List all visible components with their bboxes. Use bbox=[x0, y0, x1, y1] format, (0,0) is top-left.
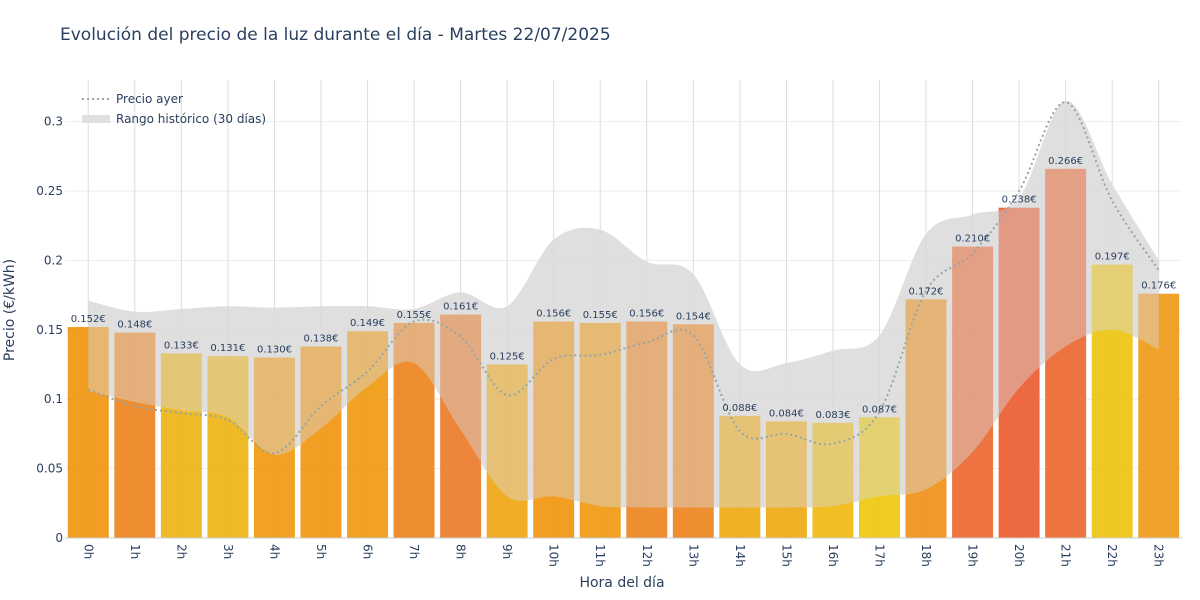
chart-title: Evolución del precio de la luz durante e… bbox=[60, 25, 611, 45]
bar-10h[interactable] bbox=[533, 321, 575, 538]
bar-2h[interactable] bbox=[160, 353, 202, 538]
bar-value-label: 0.156€ bbox=[536, 308, 571, 319]
x-tick-label: 15h bbox=[779, 544, 793, 567]
bar-value-label: 0.210€ bbox=[955, 234, 990, 245]
bar-11h[interactable] bbox=[579, 322, 621, 538]
bar-17h[interactable] bbox=[859, 417, 900, 538]
bar-value-label: 0.266€ bbox=[1048, 156, 1083, 167]
bar-value-label: 0.238€ bbox=[1002, 195, 1037, 206]
historical-range-overlay bbox=[88, 100, 1159, 508]
yesterday-price-line bbox=[87, 100, 1160, 508]
bar-0h[interactable] bbox=[67, 327, 109, 538]
x-tick-label: 9h bbox=[500, 544, 514, 559]
bar-16h[interactable] bbox=[812, 422, 854, 538]
bar-value-label: 0.152€ bbox=[71, 314, 106, 325]
historical-range-area bbox=[88, 100, 1159, 508]
bar-value-label: 0.130€ bbox=[257, 345, 292, 356]
bar-value-label: 0.161€ bbox=[443, 302, 478, 313]
x-tick-label: 6h bbox=[361, 544, 375, 559]
bar-value-label: 0.125€ bbox=[490, 352, 525, 363]
x-tick-label: 23h bbox=[1152, 544, 1166, 567]
y-tick-label: 0.15 bbox=[36, 323, 63, 337]
x-tick-label: 1h bbox=[128, 544, 142, 559]
bar-22h[interactable] bbox=[1091, 264, 1133, 538]
x-tick-label: 14h bbox=[733, 544, 747, 567]
bar-21h[interactable] bbox=[1045, 168, 1087, 538]
y-tick-label: 0.2 bbox=[44, 253, 63, 267]
bar-5h[interactable] bbox=[300, 346, 342, 538]
legend-label-precio-ayer: Precio ayer bbox=[116, 92, 183, 106]
x-tick-label: 21h bbox=[1059, 544, 1073, 567]
x-tick-label: 2h bbox=[174, 544, 188, 559]
x-tick-label: 17h bbox=[872, 544, 886, 567]
x-tick-label: 18h bbox=[919, 544, 933, 567]
bar-value-label: 0.084€ bbox=[769, 408, 804, 419]
bar-value-label: 0.172€ bbox=[909, 286, 944, 297]
bar-value-label: 0.155€ bbox=[583, 310, 618, 321]
x-tick-label: 10h bbox=[547, 544, 561, 567]
y-axis-title: Precio (€/kWh) bbox=[2, 259, 18, 361]
x-tick-label: 3h bbox=[221, 544, 235, 559]
axes-layer: 0 0.05 0.1 0.15 0.2 0.25 0.3 0h 1h 2h 3h 4h 5h 6h 7h 8h… bbox=[36, 115, 1182, 567]
x-tick-label: 8h bbox=[454, 544, 468, 559]
bar-labels-layer: 0.152€ 0.148€ 0.133€ 0.131€ 0.130€ 0.138€ 0.14… bbox=[71, 156, 1176, 421]
y-tick-label: 0.25 bbox=[36, 184, 63, 198]
x-tick-label: 11h bbox=[593, 544, 607, 567]
bar-value-label: 0.154€ bbox=[676, 311, 711, 322]
bar-value-label: 0.083€ bbox=[815, 410, 850, 421]
bar-19h[interactable] bbox=[952, 246, 994, 538]
bar-value-label: 0.087€ bbox=[862, 404, 897, 415]
x-tick-label: 19h bbox=[966, 544, 980, 567]
bar-value-label: 0.133€ bbox=[164, 340, 199, 351]
x-tick-label: 12h bbox=[640, 544, 654, 567]
bar-7h[interactable] bbox=[393, 322, 435, 538]
x-tick-label: 16h bbox=[826, 544, 840, 567]
bar-value-label: 0.149€ bbox=[350, 318, 385, 329]
bar-13h[interactable] bbox=[672, 324, 714, 538]
legend-label-rango-historico: Rango histórico (30 días) bbox=[116, 112, 266, 126]
y-tick-label: 0.3 bbox=[44, 115, 63, 129]
bar-1h[interactable] bbox=[114, 332, 156, 538]
bar-9h[interactable] bbox=[486, 364, 528, 538]
bar-value-label: 0.176€ bbox=[1141, 281, 1176, 292]
bar-14h[interactable] bbox=[719, 415, 761, 538]
legend-band-swatch bbox=[82, 115, 110, 123]
bar-3h[interactable] bbox=[207, 356, 249, 538]
x-tick-label: 7h bbox=[407, 544, 421, 559]
bar-value-label: 0.148€ bbox=[117, 320, 152, 331]
x-axis-title: Hora del día bbox=[579, 575, 664, 591]
bar-6h[interactable] bbox=[347, 331, 388, 538]
bar-value-label: 0.155€ bbox=[397, 310, 432, 321]
x-tick-label: 0h bbox=[81, 544, 95, 559]
bar-value-label: 0.131€ bbox=[210, 343, 245, 354]
x-tick-label: 13h bbox=[686, 544, 700, 567]
y-tick-label: 0.1 bbox=[44, 392, 63, 406]
bar-12h[interactable] bbox=[626, 321, 668, 538]
bar-8h[interactable] bbox=[440, 314, 482, 538]
bar-23h[interactable] bbox=[1138, 293, 1180, 538]
bar-18h[interactable] bbox=[905, 299, 947, 538]
x-tick-label: 5h bbox=[314, 544, 328, 559]
bar-value-label: 0.138€ bbox=[303, 333, 338, 344]
x-tick-label: 22h bbox=[1105, 544, 1119, 567]
bar-value-label: 0.197€ bbox=[1095, 252, 1130, 263]
historical-range-band bbox=[88, 100, 1159, 508]
bar-value-label: 0.156€ bbox=[629, 308, 664, 319]
bar-15h[interactable] bbox=[765, 421, 807, 538]
bar-value-label: 0.088€ bbox=[722, 403, 757, 414]
x-tick-label: 4h bbox=[267, 544, 281, 559]
bar-20h[interactable] bbox=[998, 207, 1040, 538]
y-tick-label: 0 bbox=[55, 531, 63, 545]
y-tick-label: 0.05 bbox=[36, 462, 63, 476]
bars-layer bbox=[67, 168, 1180, 538]
x-tick-label: 20h bbox=[1012, 544, 1026, 567]
legend: Precio ayer Rango histórico (30 días) bbox=[82, 92, 266, 126]
